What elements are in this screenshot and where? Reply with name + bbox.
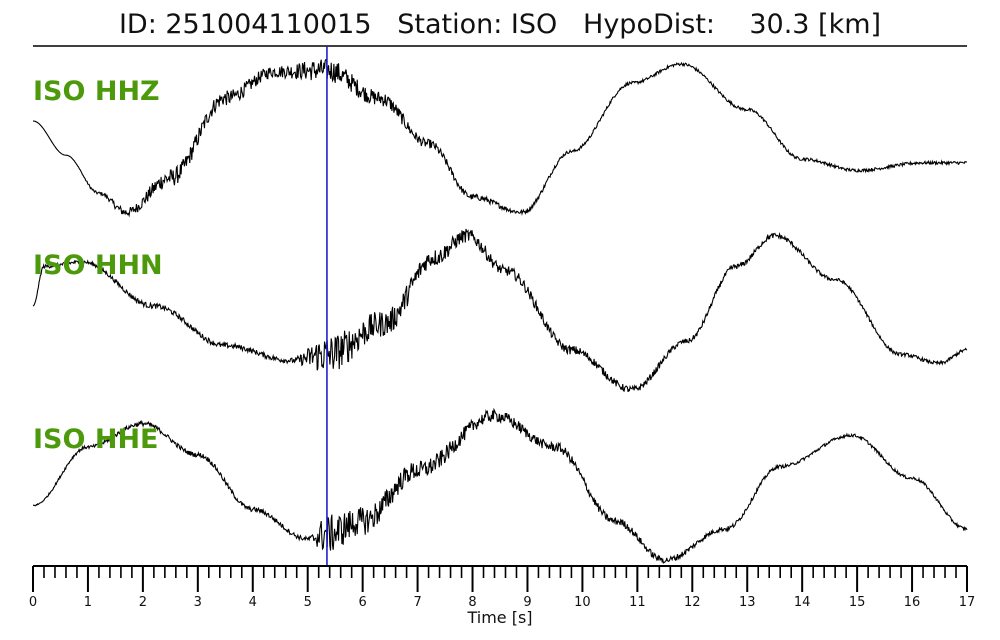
x-tick-label: 9 [523, 595, 531, 610]
x-tick-label: 10 [574, 595, 591, 610]
channel-label-iso-hhn: ISO HHN [33, 250, 163, 281]
x-tick-label: 14 [794, 595, 811, 610]
x-tick-label: 5 [304, 595, 312, 610]
x-tick-label: 6 [359, 595, 367, 610]
x-tick-label: 7 [413, 595, 421, 610]
x-tick-label: 1 [84, 595, 92, 610]
x-axis-label: Time [s] [466, 608, 532, 627]
trace-iso-hhe [32, 407, 968, 564]
x-tick-label: 0 [29, 595, 37, 610]
trace-iso-hhz [32, 58, 968, 218]
x-tick-label: 17 [959, 595, 976, 610]
x-tick-label: 15 [849, 595, 866, 610]
channel-labels-group: ISO HHZ ISO HHN ISO HHE [33, 76, 163, 455]
channel-label-iso-hhe: ISO HHE [33, 424, 158, 455]
x-tick-label: 16 [904, 595, 921, 610]
channel-label-iso-hhz: ISO HHZ [33, 76, 160, 107]
x-tick-label: 2 [139, 595, 147, 610]
x-tick-label: 13 [739, 595, 756, 610]
time-axis: 0 1 2 3 4 5 6 7 8 9 10 11 12 13 14 15 16 17 [29, 565, 976, 610]
x-tick-label: 4 [249, 595, 257, 610]
x-tick-label: 3 [194, 595, 202, 610]
trace-iso-hhn [32, 228, 968, 393]
x-tick-label: 8 [468, 595, 476, 610]
traces-group [32, 58, 968, 564]
x-tick-label: 12 [684, 595, 701, 610]
plot-title: ID: 251004110015 Station: ISO HypoDist: … [118, 9, 882, 40]
x-tick-label: 11 [629, 595, 646, 610]
